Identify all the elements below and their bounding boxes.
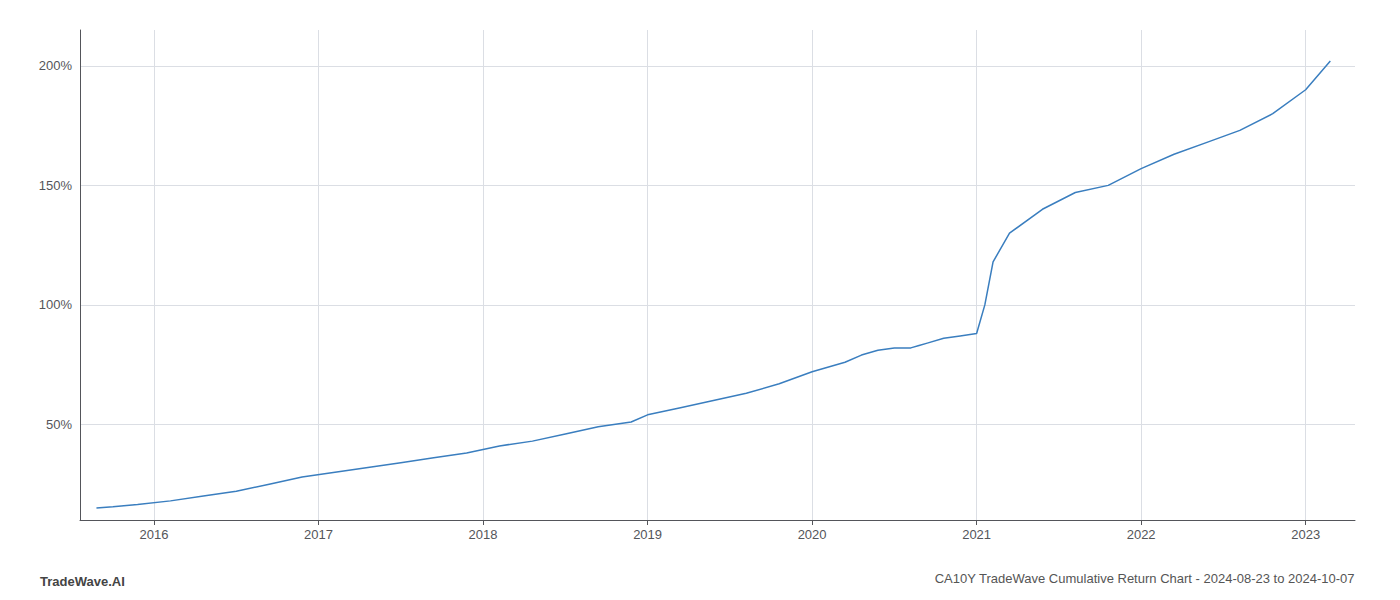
svg-text:2017: 2017 [304,527,333,542]
svg-text:2018: 2018 [469,527,498,542]
svg-text:2020: 2020 [798,527,827,542]
svg-text:150%: 150% [39,178,73,193]
svg-text:2016: 2016 [140,527,169,542]
svg-text:200%: 200% [39,58,73,73]
svg-text:2019: 2019 [633,527,662,542]
svg-text:2023: 2023 [1291,527,1320,542]
svg-text:2022: 2022 [1127,527,1156,542]
svg-text:50%: 50% [46,417,72,432]
svg-text:2021: 2021 [962,527,991,542]
svg-text:CA10Y TradeWave Cumulative Ret: CA10Y TradeWave Cumulative Return Chart … [935,571,1355,586]
svg-text:TradeWave.AI: TradeWave.AI [40,574,125,589]
svg-text:100%: 100% [39,297,73,312]
